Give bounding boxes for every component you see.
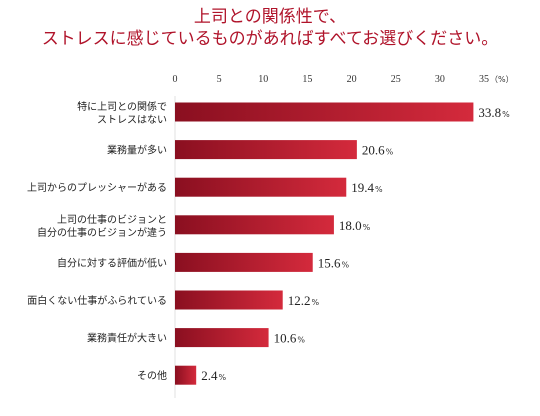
x-tick-label: 25 — [391, 74, 401, 85]
x-tick-label: 20 — [347, 74, 357, 85]
category-label: 特に上司との関係でストレスはない — [77, 101, 167, 126]
value-label: 20.6% — [362, 143, 394, 158]
chart-title-line-1: 上司との関係性で、 — [193, 7, 347, 27]
category-label: 面白くない仕事がふられている — [27, 294, 167, 307]
bar — [175, 215, 334, 235]
category-label: 業務責任が大きい — [87, 332, 167, 345]
x-tick-label: 35 — [479, 74, 489, 85]
x-tick-label: 5 — [217, 74, 222, 85]
value-label: 10.6% — [274, 331, 306, 346]
bar-row: 上司の仕事のビジョンと自分の仕事のビジョンが違う 18.0% — [37, 213, 371, 239]
chart-title: 上司との関係性で、 ストレスに感じているものがあればすべてお選びください。 — [0, 6, 540, 50]
value-label: 2.4% — [201, 368, 226, 383]
value-label: 15.6% — [318, 255, 350, 270]
category-label: その他 — [137, 369, 167, 382]
category-label: 上司の仕事のビジョンと自分の仕事のビジョンが違う — [37, 213, 167, 239]
bar-row: その他 2.4% — [137, 365, 226, 385]
category-label: 上司からのプレッシャーがある — [27, 181, 167, 194]
bar — [175, 140, 357, 160]
x-tick-label: 30 — [435, 74, 445, 85]
x-tick-label: 15 — [302, 74, 312, 85]
category-label: 業務量が多い — [107, 144, 167, 157]
x-tick-label: 0 — [173, 74, 178, 85]
value-label: 33.8% — [478, 105, 510, 120]
bar-row: 特に上司との関係でストレスはない 33.8% — [77, 101, 510, 126]
bar — [175, 365, 197, 385]
bar-row: 業務責任が大きい 10.6% — [87, 328, 306, 348]
bar — [175, 177, 347, 197]
x-tick-label: 10 — [258, 74, 268, 85]
value-label: 12.2% — [288, 293, 320, 308]
chart-title-line-2: ストレスに感じているものがあればすべてお選びください。 — [41, 29, 499, 49]
bar — [175, 328, 269, 348]
x-axis-unit: （%） — [490, 75, 514, 84]
bar-row: 上司からのプレッシャーがある 19.4% — [27, 177, 383, 197]
value-label: 19.4% — [351, 180, 383, 195]
category-label: 自分に対する評価が低い — [57, 256, 167, 269]
value-label: 18.0% — [339, 218, 371, 233]
bar-row: 業務量が多い 20.6% — [107, 140, 394, 160]
bar-row: 自分に対する評価が低い 15.6% — [57, 252, 350, 272]
bar — [175, 290, 283, 310]
bar — [175, 252, 313, 272]
bar — [175, 102, 474, 122]
bar-row: 面白くない仕事がふられている 12.2% — [27, 290, 320, 310]
